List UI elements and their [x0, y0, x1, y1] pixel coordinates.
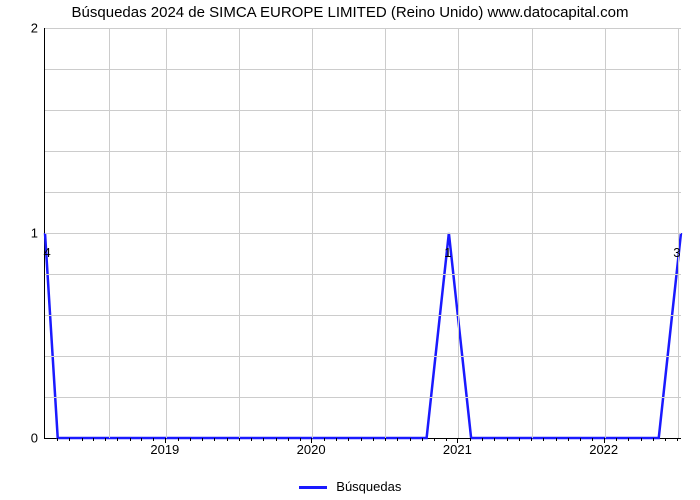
x-tick-minor — [373, 438, 374, 441]
x-tick-minor — [93, 438, 94, 441]
x-tick-minor — [105, 438, 106, 441]
x-tick-label: 2022 — [589, 442, 618, 457]
gridline-h-minor — [45, 110, 681, 111]
x-tick-minor — [348, 438, 349, 441]
x-tick-minor — [361, 438, 362, 441]
y-tick-label: 1 — [8, 226, 38, 241]
x-tick-minor — [677, 438, 678, 441]
x-tick-minor — [628, 438, 629, 441]
x-tick-minor — [263, 438, 264, 441]
x-tick-minor — [202, 438, 203, 441]
gridline-v — [166, 28, 167, 438]
x-tick-minor — [251, 438, 252, 441]
gridline-h — [45, 233, 681, 234]
y-tick-label: 2 — [8, 21, 38, 36]
x-tick-minor — [422, 438, 423, 441]
x-tick-minor — [214, 438, 215, 441]
x-tick-minor — [556, 438, 557, 441]
x-tick-label: 2020 — [297, 442, 326, 457]
gridline-h-minor — [45, 356, 681, 357]
x-tick-minor — [276, 438, 277, 441]
x-tick-minor — [288, 438, 289, 441]
x-tick-minor — [641, 438, 642, 441]
x-tick-minor — [336, 438, 337, 441]
gridline-v — [678, 28, 679, 438]
x-tick-minor — [616, 438, 617, 441]
gridline-h — [45, 28, 681, 29]
x-tick-minor — [69, 438, 70, 441]
line-chart: Búsquedas 2024 de SIMCA EUROPE LIMITED (… — [0, 0, 700, 500]
x-tick-minor — [665, 438, 666, 441]
x-tick-minor — [397, 438, 398, 441]
x-tick-minor — [482, 438, 483, 441]
x-tick-minor — [580, 438, 581, 441]
x-tick-minor — [494, 438, 495, 441]
gridline-v — [605, 28, 606, 438]
x-tick-minor — [178, 438, 179, 441]
legend-label: Búsquedas — [336, 479, 401, 494]
x-tick-minor — [130, 438, 131, 441]
x-tick-minor — [190, 438, 191, 441]
gridline-v — [385, 28, 386, 438]
x-tick-minor — [82, 438, 83, 441]
gridline-v — [239, 28, 240, 438]
x-tick-minor — [446, 438, 447, 441]
x-tick-minor — [324, 438, 325, 441]
gridline-h-minor — [45, 192, 681, 193]
x-tick-minor — [531, 438, 532, 441]
x-tick-label: 2021 — [443, 442, 472, 457]
gridline-v — [312, 28, 313, 438]
legend: Búsquedas — [0, 479, 700, 494]
x-tick-minor — [227, 438, 228, 441]
x-tick-minor — [653, 438, 654, 441]
data-point-label: 1 — [444, 245, 451, 260]
gridline-h-minor — [45, 397, 681, 398]
x-tick-minor — [543, 438, 544, 441]
x-tick-minor — [470, 438, 471, 441]
x-tick-minor — [153, 438, 154, 441]
data-point-label: 4 — [44, 245, 51, 260]
x-tick-minor — [434, 438, 435, 441]
gridline-h-minor — [45, 315, 681, 316]
x-tick-minor — [117, 438, 118, 441]
gridline-h-minor — [45, 69, 681, 70]
x-tick-minor — [507, 438, 508, 441]
x-tick-minor — [239, 438, 240, 441]
x-tick-minor — [57, 438, 58, 441]
gridline-h-minor — [45, 151, 681, 152]
x-tick-minor — [592, 438, 593, 441]
gridline-v — [458, 28, 459, 438]
gridline-v — [532, 28, 533, 438]
x-tick-minor — [385, 438, 386, 441]
plot-area — [44, 28, 681, 439]
x-tick-minor — [568, 438, 569, 441]
y-tick-label: 0 — [8, 431, 38, 446]
gridline-h-minor — [45, 274, 681, 275]
x-tick-label: 2019 — [150, 442, 179, 457]
chart-title: Búsquedas 2024 de SIMCA EUROPE LIMITED (… — [0, 4, 700, 21]
gridline-v — [109, 28, 110, 438]
x-tick-minor — [410, 438, 411, 441]
x-tick-minor — [300, 438, 301, 441]
x-tick-minor — [141, 438, 142, 441]
data-point-label: 3 — [673, 245, 680, 260]
x-tick-minor — [519, 438, 520, 441]
legend-swatch — [299, 486, 327, 489]
